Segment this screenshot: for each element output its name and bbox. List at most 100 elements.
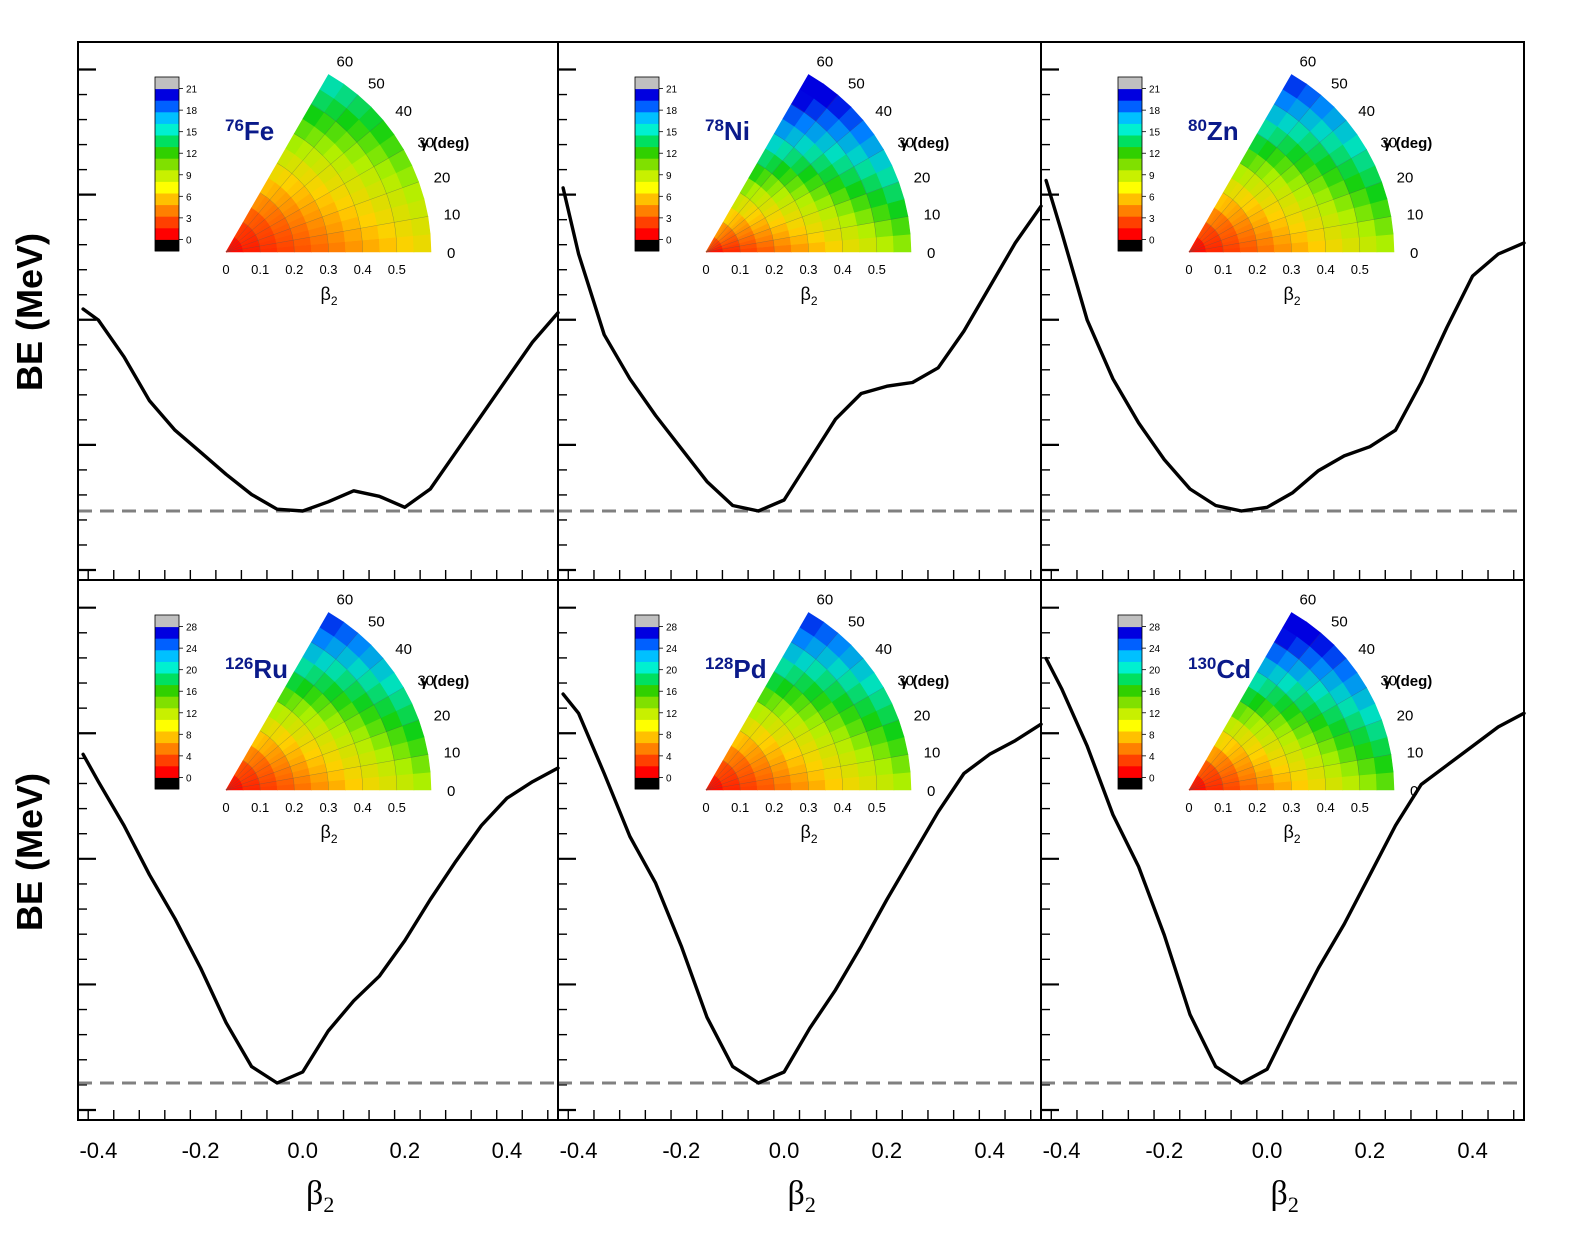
x-ticks — [567, 570, 1032, 580]
colorbar-tick-label: 21 — [186, 85, 198, 96]
pes-cell — [1373, 754, 1394, 774]
pes-cell — [1358, 773, 1378, 791]
be-curve — [1044, 656, 1526, 1085]
colorbar-swatch — [155, 615, 179, 628]
mass-number: 76 — [225, 116, 244, 135]
beta-tick-label: 0.1 — [731, 262, 749, 277]
beta-gridline — [294, 133, 363, 253]
x-axis-label: β2 — [1271, 1175, 1299, 1217]
colorbar-swatch — [155, 146, 179, 159]
colorbar-swatch — [155, 777, 179, 790]
colorbar-swatch — [155, 696, 179, 709]
colorbar-border — [154, 614, 180, 790]
colorbar-swatch — [155, 216, 179, 229]
beta-tick-label: 0 — [222, 800, 229, 815]
nucleus-label: 130Cd — [1188, 654, 1251, 684]
colorbar-swatch — [1118, 765, 1142, 778]
colorbar-swatch — [1118, 638, 1142, 651]
colorbar-swatch — [1118, 707, 1142, 720]
colorbar-tick-label: 6 — [1149, 192, 1155, 203]
beta-axis-label: β2 — [321, 822, 338, 846]
be-curve — [561, 692, 1043, 1085]
mass-number: 80 — [1188, 116, 1207, 135]
colorbar-swatch — [1118, 77, 1142, 90]
gamma-tick-label: 10 — [924, 745, 941, 762]
beta-tick-label: 0.5 — [388, 262, 406, 277]
gamma-tick-label: 30 — [897, 673, 914, 690]
colorbar-tick-label: 20 — [186, 666, 198, 677]
colorbar-swatch — [1118, 146, 1142, 159]
pes-cell — [1341, 236, 1361, 253]
beta-axis-label: β2 — [321, 284, 338, 308]
colorbar-tick-label: 15 — [1149, 128, 1161, 139]
colorbar-tick-label: 18 — [186, 106, 198, 117]
beta-gridline — [791, 641, 878, 791]
beta-tick-label: 0.5 — [388, 800, 406, 815]
beta-tick-label: 0.2 — [285, 800, 303, 815]
colorbar-swatch — [155, 754, 179, 767]
colorbar-swatch — [1118, 158, 1142, 171]
beta-symbol: β — [801, 284, 811, 304]
beta-tick-label: 0.3 — [799, 262, 817, 277]
beta-axis-label: β2 — [1284, 284, 1301, 308]
colorbar-tick-label: 16 — [1149, 687, 1161, 698]
pes-cell — [799, 612, 825, 637]
colorbar-swatch — [635, 719, 659, 732]
colorbar-border — [634, 614, 660, 790]
colorbar-swatch — [635, 765, 659, 778]
colorbar-swatch — [635, 204, 659, 217]
gamma-tick-label: 20 — [914, 169, 931, 186]
colorbar-tick-label: 0 — [1149, 773, 1155, 784]
pes-cell — [824, 239, 844, 253]
y-ticks — [78, 68, 96, 572]
gamma-tick-label: 10 — [444, 207, 461, 224]
gamma-tick-label: 0 — [447, 245, 455, 262]
colorbar-swatch — [635, 216, 659, 229]
colorbar-tick-label: 8 — [1149, 730, 1155, 741]
gamma-tick-label: 10 — [444, 745, 461, 762]
y-axis-label-top: BE (MeV) — [9, 233, 50, 391]
colorbar-swatch — [155, 684, 179, 697]
beta-tick-label: 0.4 — [1317, 800, 1335, 815]
x-axis-label: β2 — [788, 1175, 816, 1217]
nucleus-label: 78Ni — [705, 116, 750, 146]
colorbar-swatch — [155, 649, 179, 662]
colorbar-swatch — [155, 239, 179, 252]
y-axis-labels: BE (MeV) BE (MeV) — [9, 233, 50, 931]
beta-gridline — [260, 192, 295, 253]
gamma-tick-label: 30 — [897, 135, 914, 152]
colorbar-swatch — [1118, 123, 1142, 136]
pes-cell — [395, 235, 415, 253]
colorbar-swatch — [1118, 731, 1142, 744]
colorbar-swatch — [1118, 696, 1142, 709]
beta-gridline — [774, 133, 843, 253]
beta-gridline — [1205, 760, 1224, 791]
x-tick-label: -0.2 — [182, 1138, 220, 1163]
colorbar-swatch — [1118, 135, 1142, 148]
pes-cell — [892, 771, 912, 791]
x-tick-label: 0.0 — [1252, 1138, 1283, 1163]
pes-cell — [361, 238, 381, 253]
beta-gridline — [722, 760, 741, 791]
colorbar-swatch — [1118, 626, 1142, 639]
pes-cell — [378, 236, 398, 253]
pes-triangle — [1188, 74, 1395, 253]
colorbar-swatch — [635, 673, 659, 686]
colorbar-tick-label: 24 — [186, 644, 198, 655]
colorbar-swatch — [155, 88, 179, 101]
pes-cell — [410, 216, 431, 236]
gamma-tick-label: 10 — [1407, 745, 1424, 762]
mass-number: 130 — [1188, 654, 1216, 673]
pes-cell — [875, 235, 895, 253]
x-tick-label: -0.4 — [79, 1138, 117, 1163]
pes-cell — [1375, 771, 1395, 791]
colorbar-swatch — [635, 193, 659, 206]
nucleus-label: 76Fe — [225, 116, 274, 146]
colorbar-swatch — [155, 661, 179, 674]
beta-gridline — [1257, 133, 1326, 253]
colorbar: 0 3 6 9 12 15 18 21 — [634, 76, 678, 252]
beta-gridline — [260, 730, 295, 791]
colorbar-swatch — [635, 227, 659, 240]
x-tick-label: 0.2 — [390, 1138, 421, 1163]
pes-cell — [378, 774, 398, 791]
